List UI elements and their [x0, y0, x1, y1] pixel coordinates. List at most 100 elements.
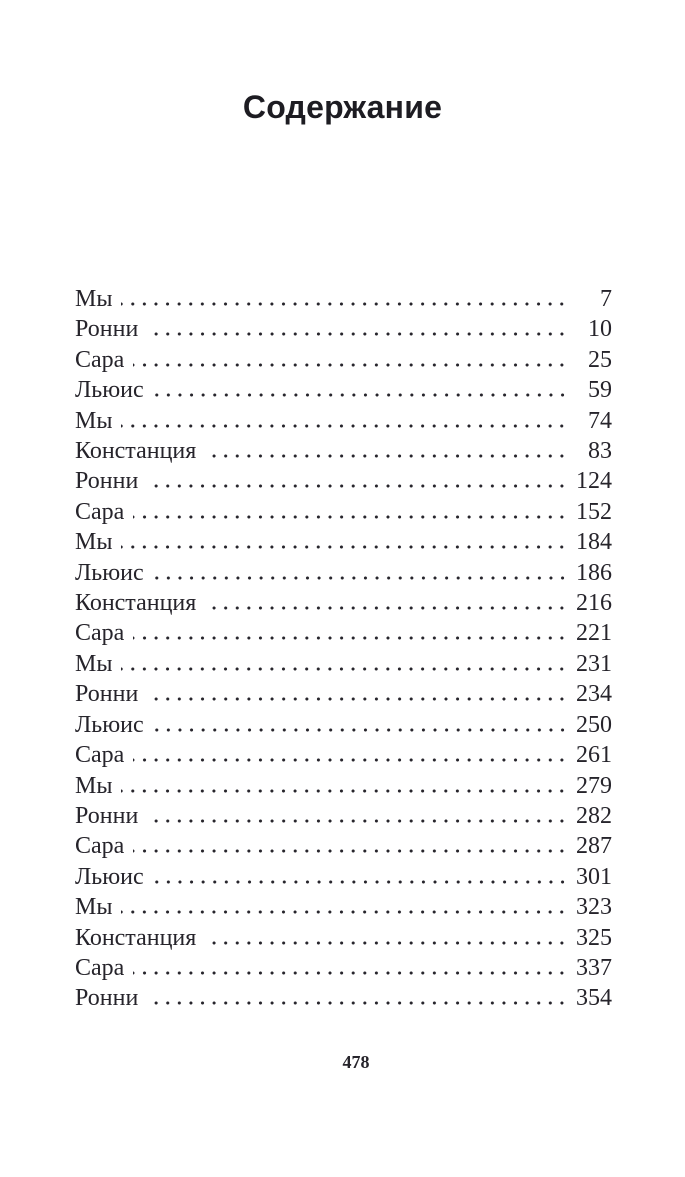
- toc-entry: Сара 337: [75, 953, 612, 983]
- dot-leader: [147, 332, 570, 337]
- toc-entry-label: Льюис: [75, 711, 144, 738]
- toc-entry: Ронни 124: [75, 466, 612, 496]
- dot-leader: [133, 849, 570, 854]
- toc-entry-page: 83: [588, 438, 612, 465]
- toc-entry: Ронни 234: [75, 679, 612, 709]
- toc-entry-page: 323: [576, 894, 612, 921]
- dot-leader: [133, 636, 570, 641]
- dot-leader: [133, 970, 570, 975]
- dot-leader: [121, 788, 570, 793]
- dot-leader: [152, 575, 570, 580]
- toc-entry-label: Констанция: [75, 438, 197, 465]
- toc-entry-label: Мы: [75, 772, 113, 799]
- toc-entry: Мы 184: [75, 527, 612, 557]
- toc-entry: Сара 287: [75, 831, 612, 861]
- toc-entry-page: 186: [576, 559, 612, 586]
- toc-entry-label: Мы: [75, 650, 113, 677]
- toc-entry-label: Сара: [75, 620, 125, 647]
- toc-entry-page: 231: [576, 650, 612, 677]
- dot-leader: [133, 514, 570, 519]
- dot-leader: [205, 606, 570, 611]
- toc-entry-label: Констанция: [75, 590, 197, 617]
- toc-entry: Ронни 282: [75, 801, 612, 831]
- toc-entry: Ронни 354: [75, 983, 612, 1013]
- toc-entry-label: Ронни: [75, 985, 139, 1012]
- dot-leader: [152, 727, 570, 732]
- toc-entry-label: Льюис: [75, 559, 144, 586]
- toc-entry: Сара 221: [75, 618, 612, 648]
- toc-entry-label: Мы: [75, 407, 113, 434]
- dot-leader: [152, 879, 570, 884]
- toc-entry-page: 10: [588, 316, 612, 343]
- toc-entry-page: 301: [576, 863, 612, 890]
- toc-entry-label: Сара: [75, 346, 125, 373]
- toc-entry-label: Ронни: [75, 468, 139, 495]
- toc-entry-page: 59: [588, 377, 612, 404]
- toc-entry: Льюис 301: [75, 862, 612, 892]
- dot-leader: [121, 302, 570, 306]
- toc-entry-page: 124: [576, 468, 612, 495]
- toc-list: Мы 7 Ронни 10 Сара 25 Льюис 59 Мы 74 Кон…: [75, 284, 612, 1014]
- toc-entry-label: Ронни: [75, 802, 139, 829]
- dot-leader: [133, 758, 570, 763]
- dot-leader: [147, 818, 570, 823]
- dot-leader: [121, 545, 570, 550]
- toc-entry: Сара 261: [75, 740, 612, 770]
- toc-entry-label: Сара: [75, 498, 125, 525]
- toc-entry-page: 7: [600, 286, 612, 312]
- toc-entry-page: 279: [576, 772, 612, 799]
- toc-entry: Мы 74: [75, 406, 612, 436]
- toc-entry: Констанция 216: [75, 588, 612, 618]
- toc-entry-label: Сара: [75, 954, 125, 981]
- toc-entry: Констанция 325: [75, 923, 612, 953]
- toc-entry-page: 354: [576, 985, 612, 1012]
- toc-entry-label: Констанция: [75, 924, 197, 951]
- toc-entry: Сара 152: [75, 497, 612, 527]
- toc-entry: Мы 231: [75, 649, 612, 679]
- toc-entry-page: 261: [576, 742, 612, 769]
- toc-entry-page: 325: [576, 924, 612, 951]
- footer-page-number: 478: [342, 1051, 370, 1072]
- toc-entry: Льюис 59: [75, 375, 612, 405]
- toc-entry: Льюис 186: [75, 558, 612, 588]
- toc-entry: Ронни 10: [75, 314, 612, 344]
- toc-entry-label: Мы: [75, 529, 113, 556]
- toc-entry-page: 152: [576, 498, 612, 525]
- dot-leader: [205, 940, 570, 945]
- toc-entry-page: 184: [576, 529, 612, 556]
- toc-entry-page: 216: [576, 590, 612, 617]
- dot-leader: [133, 362, 570, 367]
- toc-entry-page: 25: [588, 346, 612, 373]
- dot-leader: [205, 454, 570, 459]
- toc-entry-label: Ронни: [75, 681, 139, 708]
- toc-entry-page: 337: [576, 954, 612, 981]
- dot-leader: [152, 393, 570, 398]
- toc-entry-label: Мы: [75, 894, 113, 921]
- toc-entry-label: Ронни: [75, 316, 139, 343]
- toc-entry-page: 282: [576, 802, 612, 829]
- toc-entry: Льюис 250: [75, 710, 612, 740]
- toc-entry: Мы 279: [75, 771, 612, 801]
- toc-entry-label: Льюис: [75, 377, 144, 404]
- toc-entry: Сара 25: [75, 345, 612, 375]
- dot-leader: [147, 697, 570, 702]
- dot-leader: [147, 1001, 570, 1006]
- toc-entry-label: Сара: [75, 833, 125, 860]
- toc-entry-page: 221: [576, 620, 612, 647]
- toc-entry-page: 234: [576, 681, 612, 708]
- page-title: Содержание: [242, 89, 443, 125]
- dot-leader: [121, 910, 570, 915]
- toc-entry-label: Льюис: [75, 863, 144, 890]
- dot-leader: [147, 484, 570, 489]
- toc-entry-page: 250: [576, 711, 612, 738]
- dot-leader: [121, 666, 570, 671]
- toc-entry: Мы 7: [75, 284, 612, 314]
- toc-entry-label: Мы: [75, 286, 113, 312]
- toc-entry-page: 287: [576, 833, 612, 860]
- dot-leader: [121, 423, 570, 428]
- toc-entry: Мы 323: [75, 892, 612, 922]
- toc-entry: Констанция 83: [75, 436, 612, 466]
- toc-entry-label: Сара: [75, 742, 125, 769]
- toc-entry-page: 74: [588, 407, 612, 434]
